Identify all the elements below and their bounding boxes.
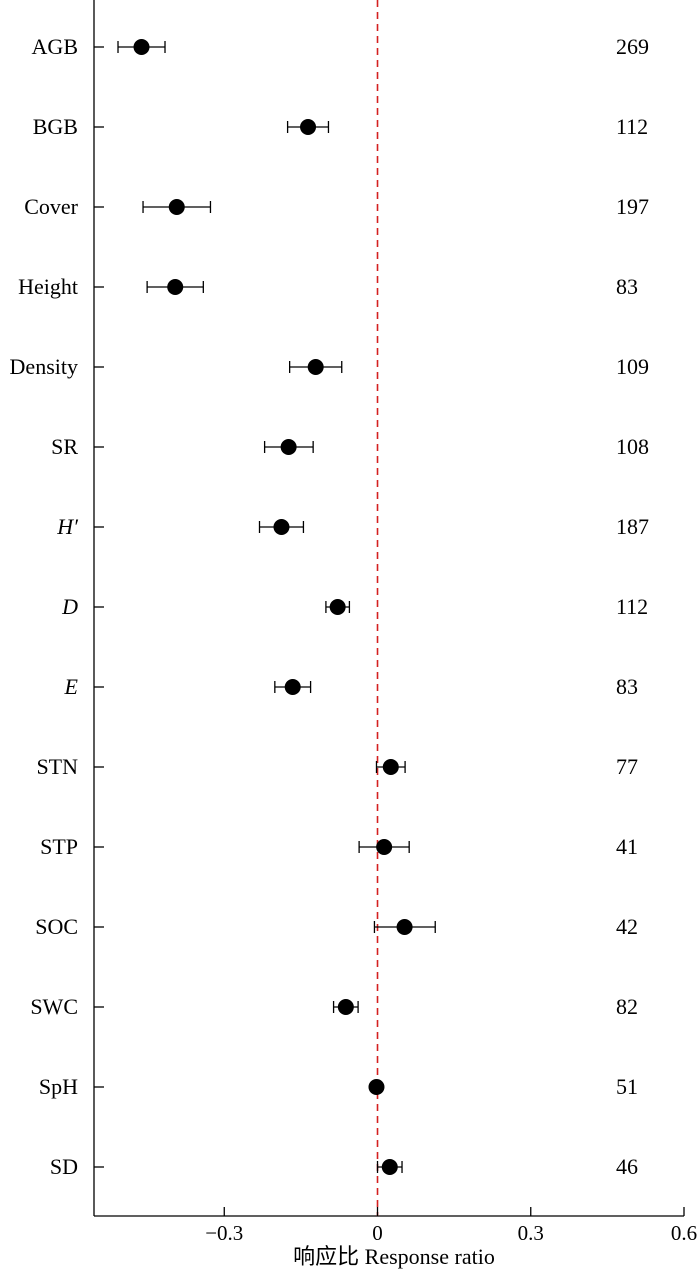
row-label: D: [61, 594, 78, 619]
row-11: SOC 42: [35, 914, 638, 939]
sample-size: 42: [616, 914, 638, 939]
row-0: AGB 269: [32, 34, 649, 59]
sample-size: 112: [616, 594, 648, 619]
row-label: Height: [18, 274, 78, 299]
sample-size: 197: [616, 194, 649, 219]
row-label: SWC: [30, 994, 78, 1019]
sample-size: 41: [616, 834, 638, 859]
data-point: [381, 1159, 398, 1175]
row-9: STN 77: [36, 754, 638, 779]
row-label: H′: [56, 514, 79, 539]
row-8: E 83: [64, 674, 638, 699]
row-7: D 112: [61, 594, 648, 619]
row-4: Density 109: [10, 354, 649, 379]
data-point: [168, 199, 185, 215]
row-label: SOC: [35, 914, 78, 939]
sample-size: 269: [616, 34, 649, 59]
sample-size: 77: [616, 754, 638, 779]
data-point: [284, 679, 301, 695]
row-2: Cover 197: [24, 194, 649, 219]
plot-axes: [93, 0, 684, 1217]
sample-size: 108: [616, 434, 649, 459]
row-12: SWC 82: [30, 994, 638, 1019]
row-5: SR 108: [51, 434, 649, 459]
x-axis-ticks: −0.3 0 0.3 0.6: [205, 1207, 697, 1245]
data-point: [396, 919, 413, 935]
data-point: [307, 359, 324, 375]
x-tick-label: −0.3: [205, 1221, 243, 1245]
row-6: H′ 187: [56, 514, 649, 539]
data-point: [337, 999, 354, 1015]
row-label: AGB: [32, 34, 78, 59]
row-13: SpH 51: [39, 1074, 638, 1099]
sample-size: 83: [616, 674, 638, 699]
row-label: E: [64, 674, 79, 699]
sample-size: 51: [616, 1074, 638, 1099]
data-point: [273, 519, 290, 535]
data-rows: AGB 269 BGB 112 Cover 197 Height 83 Density 109 SR…: [10, 34, 649, 1179]
data-point: [133, 39, 150, 55]
x-tick-label: 0.6: [671, 1221, 697, 1245]
row-label: Density: [10, 354, 78, 379]
sample-size: 112: [616, 114, 648, 139]
row-label: SpH: [39, 1074, 78, 1099]
row-1: BGB 112: [33, 114, 648, 139]
row-label: SR: [51, 434, 78, 459]
sample-size: 82: [616, 994, 638, 1019]
data-point: [167, 279, 184, 295]
row-label: SD: [50, 1154, 78, 1179]
data-point: [300, 119, 317, 135]
row-14: SD 46: [50, 1154, 638, 1179]
row-label: Cover: [24, 194, 78, 219]
sample-size: 187: [616, 514, 649, 539]
row-label: STN: [36, 754, 78, 779]
x-tick-label: 0: [372, 1221, 383, 1245]
sample-size: 83: [616, 274, 638, 299]
row-3: Height 83: [18, 274, 638, 299]
row-label: STP: [40, 834, 78, 859]
data-point: [376, 839, 393, 855]
data-point: [329, 599, 346, 615]
data-point: [382, 759, 399, 775]
row-label: BGB: [33, 114, 78, 139]
sample-size: 46: [616, 1154, 638, 1179]
data-point: [368, 1079, 385, 1095]
data-point: [280, 439, 297, 455]
sample-size: 109: [616, 354, 649, 379]
x-axis-title: 响应比 Response ratio: [293, 1244, 495, 1269]
row-10: STP 41: [40, 834, 638, 859]
x-tick-label: 0.3: [518, 1221, 544, 1245]
